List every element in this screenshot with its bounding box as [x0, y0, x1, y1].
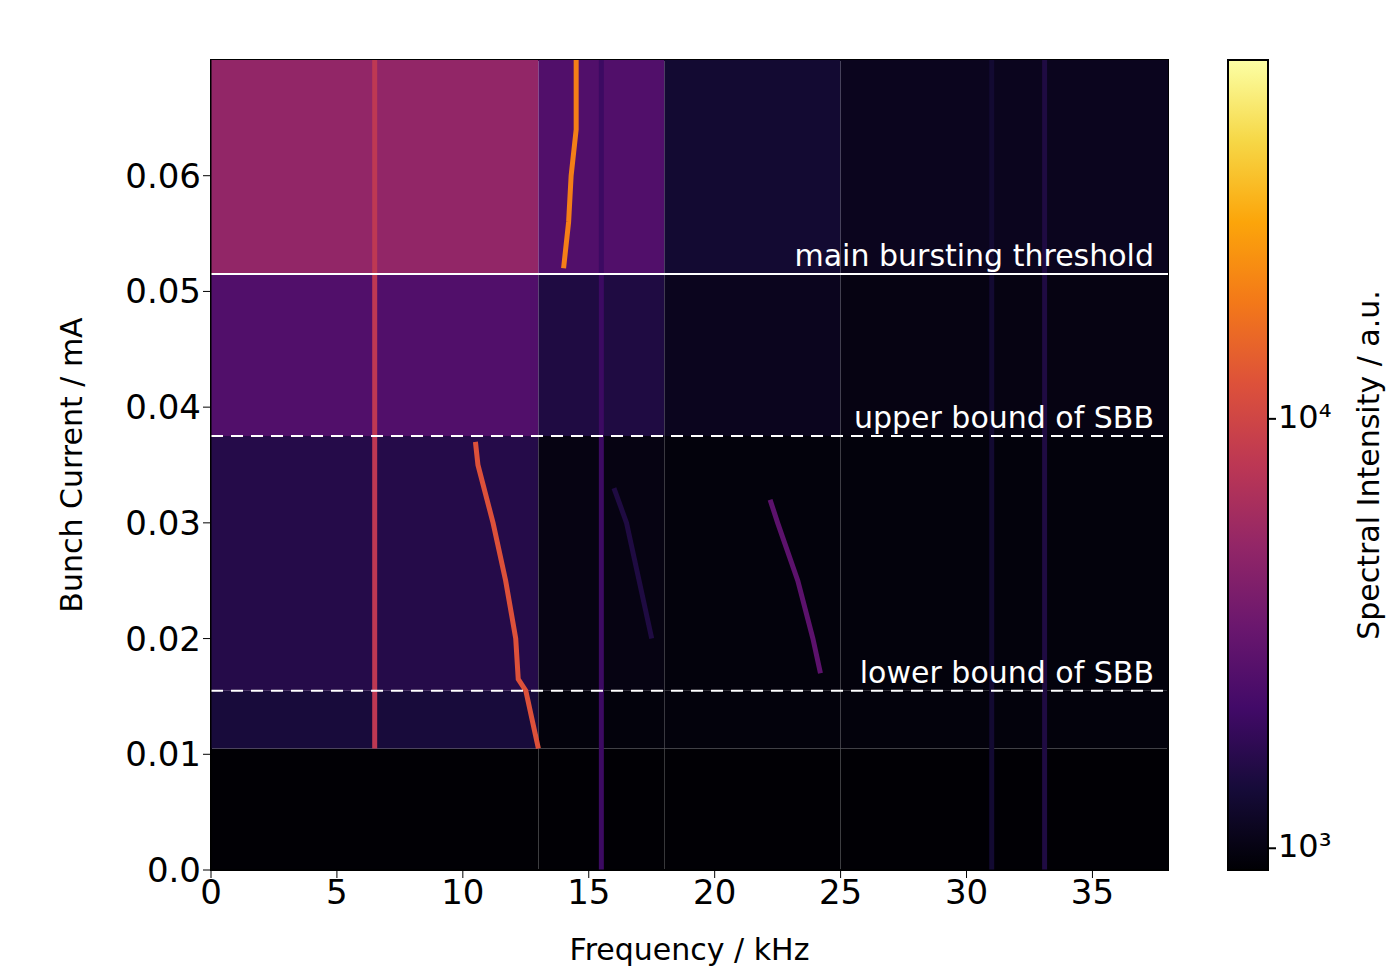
svg-text:5: 5 — [326, 872, 348, 912]
svg-text:0: 0 — [200, 872, 222, 912]
svg-text:30: 30 — [945, 872, 988, 912]
svg-text:10: 10 — [441, 872, 484, 912]
svg-text:35: 35 — [1071, 872, 1114, 912]
svg-text:Bunch Current / mA: Bunch Current / mA — [54, 317, 89, 613]
svg-text:upper bound of SBB: upper bound of SBB — [854, 400, 1154, 435]
svg-text:25: 25 — [819, 872, 862, 912]
svg-text:15: 15 — [567, 872, 610, 912]
svg-text:0.02: 0.02 — [125, 619, 201, 659]
svg-text:10³: 10³ — [1278, 827, 1332, 865]
svg-text:0.03: 0.03 — [125, 503, 201, 543]
svg-text:lower bound of SBB: lower bound of SBB — [860, 655, 1154, 690]
svg-text:main bursting threshold: main bursting threshold — [795, 238, 1155, 273]
svg-text:Spectral Intensity / a.u.: Spectral Intensity / a.u. — [1351, 290, 1386, 640]
svg-text:Frequency / kHz: Frequency / kHz — [570, 932, 810, 967]
svg-text:0.06: 0.06 — [125, 156, 201, 196]
svg-text:10⁴: 10⁴ — [1278, 398, 1332, 436]
svg-text:0.04: 0.04 — [125, 387, 201, 427]
svg-text:20: 20 — [693, 872, 736, 912]
svg-text:0.01: 0.01 — [125, 734, 201, 774]
svg-text:0.0: 0.0 — [147, 850, 201, 890]
svg-text:0.05: 0.05 — [125, 271, 201, 311]
